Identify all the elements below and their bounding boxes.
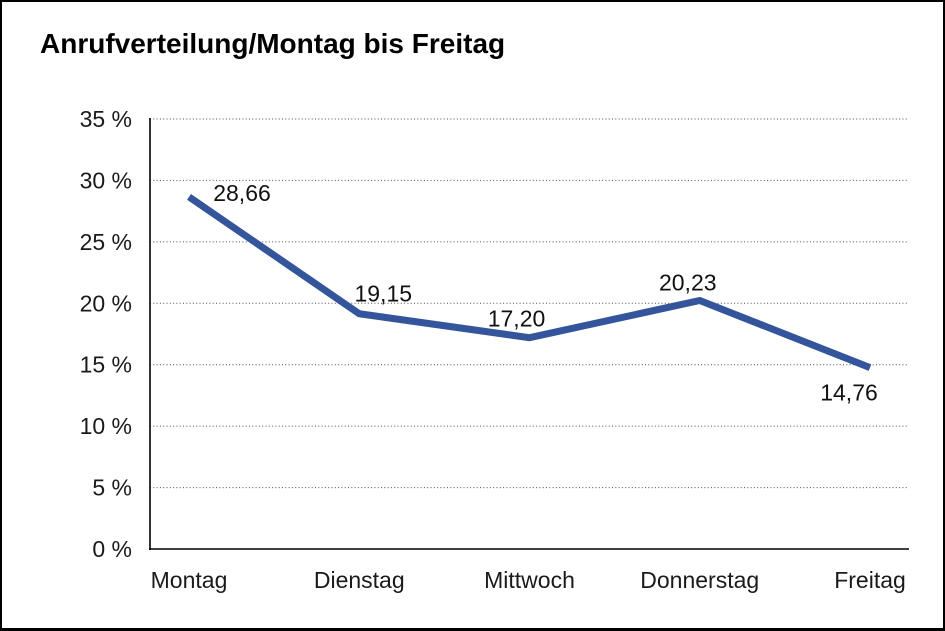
x-category-label: Freitag [834,567,906,593]
data-point-label: 20,23 [659,269,717,295]
y-tick-label: 20 % [80,290,132,316]
x-category-label: Dienstag [314,567,405,593]
y-tick-label: 0 % [92,536,132,562]
series-line [187,194,872,371]
data-point-label: 17,20 [488,306,546,332]
x-category-label: Montag [151,567,228,593]
x-category-label: Mittwoch [484,567,575,593]
x-category-label: Donnerstag [640,567,759,593]
y-tick-label: 5 % [92,475,132,501]
data-point-label: 28,66 [213,180,271,206]
y-tick-label: 25 % [80,229,132,255]
data-point-label: 19,15 [354,281,412,307]
y-tick-label: 35 % [80,106,132,132]
y-tick-label: 30 % [80,167,132,193]
y-tick-label: 15 % [80,352,132,378]
data-point-label: 14,76 [820,380,878,406]
y-tick-label: 10 % [80,413,132,439]
chart-title: Anrufverteilung/Montag bis Freitag [40,28,506,59]
